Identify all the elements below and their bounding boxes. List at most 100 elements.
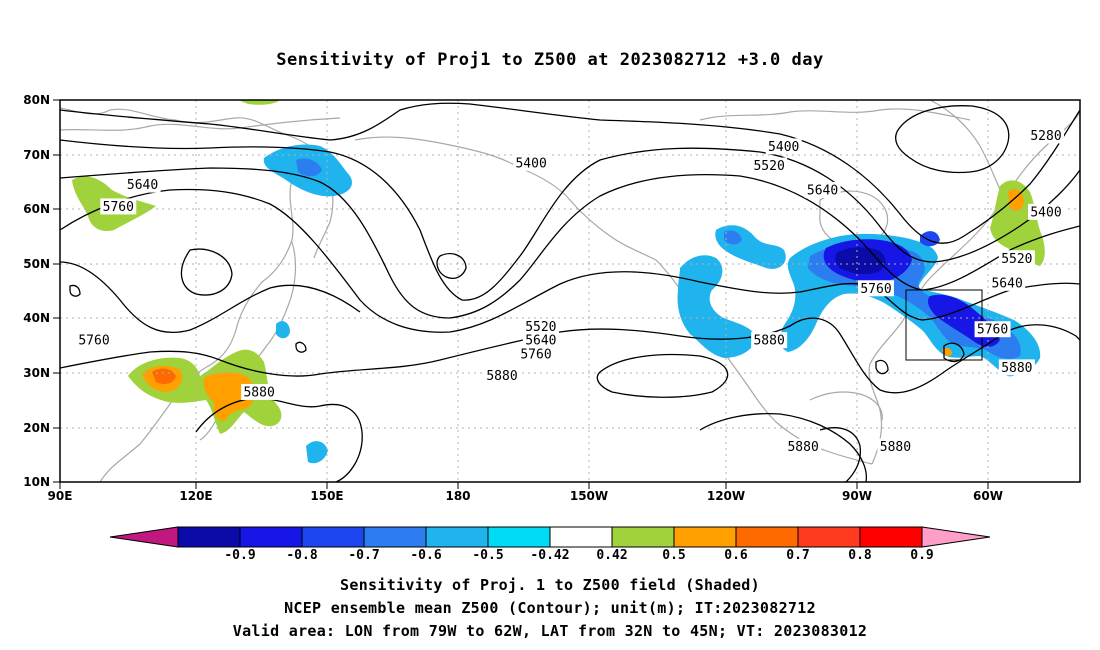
- lon-label: 90E: [48, 489, 73, 503]
- contour-label: 5400: [513, 154, 550, 171]
- contour-5520: [60, 139, 1080, 301]
- colorbar-tick-label: -0.6: [410, 548, 441, 563]
- colorbar-tick-label: -0.5: [472, 548, 503, 563]
- shade-neg-bering-dark: [296, 158, 322, 177]
- colorbar-tick-label: -0.8: [286, 548, 317, 563]
- contour-label: 5520: [998, 250, 1035, 267]
- colorbar-tick-label: -0.42: [530, 548, 569, 563]
- lon-label: 60W: [973, 489, 1003, 503]
- coast-alaska: [354, 136, 657, 261]
- contour-label-text: 5880: [880, 440, 911, 455]
- contour-5880-south-b: [699, 412, 868, 482]
- shade-neg-japan: [276, 321, 290, 339]
- colorbar-swatch: [735, 526, 799, 548]
- contour-label: 5640: [522, 332, 559, 349]
- colorbar-swatch: [797, 526, 861, 548]
- contour-label-bg: [765, 138, 802, 155]
- lat-label: 50N: [23, 257, 50, 271]
- contour-5880-south-c: [819, 427, 862, 482]
- contour-label-text: 5760: [78, 334, 109, 349]
- grid-lines: [60, 100, 1080, 482]
- lat-label: 60N: [23, 202, 50, 216]
- lon-label: 150W: [570, 489, 608, 503]
- contour-label-bg: [513, 154, 550, 171]
- contour-5880-main: [60, 317, 1080, 394]
- contour-label-text: 5520: [525, 320, 556, 335]
- contour-label-text: 5280: [1030, 129, 1061, 144]
- contour-label-text: 5400: [768, 140, 799, 155]
- caption-line-2: NCEP ensemble mean Z500 (Contour); unit(…: [284, 599, 816, 617]
- colorbar-low-end: [109, 526, 179, 548]
- contour-5880-loop-central: [436, 253, 467, 279]
- contour-label: 5520: [522, 318, 559, 335]
- caption-line-1: Sensitivity of Proj. 1 to Z500 field (Sh…: [340, 576, 760, 594]
- contour-label-text: 5760: [977, 323, 1008, 338]
- contour-5880-south-a: [195, 397, 363, 482]
- lat-label: 80N: [23, 93, 50, 107]
- contour-label: 5400: [765, 138, 802, 155]
- lon-label: 120W: [707, 489, 745, 503]
- map-title: Sensitivity of Proj1 to Z500 at 20230827…: [276, 50, 824, 70]
- lon-label: 90W: [842, 489, 872, 503]
- colorbar-tick-label: 0.7: [786, 548, 809, 563]
- contour-label-text: 5640: [807, 184, 838, 199]
- contour-label-bg: [751, 332, 788, 349]
- contour-label-text: 5520: [753, 159, 784, 174]
- contour-label: 5760: [858, 280, 894, 297]
- colorbar-tick-label: 0.5: [662, 548, 685, 563]
- sensitivity-shading: [72, 100, 1045, 464]
- shade-neg-pacific: [306, 441, 328, 464]
- colorbar-swatch: [611, 526, 675, 548]
- contour-5760: [60, 188, 1080, 333]
- lat-label: 40N: [23, 311, 50, 325]
- contour-label-bg: [751, 157, 788, 174]
- colorbar-tick-label: -0.9: [224, 548, 255, 563]
- caption-line-3: Valid area: LON from 79W to 62W, LAT fro…: [232, 622, 868, 640]
- contour-label-bg: [518, 345, 554, 362]
- contour-label-bg: [1028, 203, 1064, 220]
- contour-label-text: 5880: [486, 369, 517, 384]
- contour-label-bg: [989, 274, 1026, 291]
- colorbar-swatch: [549, 526, 613, 548]
- colorbar-tick-label: 0.8: [848, 548, 872, 563]
- colorbar-tick-label: 0.42: [596, 548, 627, 563]
- shade-red-a: [152, 368, 176, 384]
- contour-label: 5640: [124, 176, 161, 193]
- colorbar-tick-label: -0.7: [348, 548, 379, 563]
- contour-label-bg: [522, 332, 559, 349]
- contour-label: 5880: [484, 367, 520, 384]
- colorbar-swatch: [239, 526, 303, 548]
- contour-label-text: 5760: [860, 282, 891, 297]
- contour-5880-small: [875, 359, 889, 375]
- contour-label-text: 5880: [1001, 361, 1032, 376]
- contour-label-bg: [1028, 127, 1064, 144]
- contour-5280: [895, 105, 1010, 174]
- z500-contours: [60, 102, 1080, 482]
- contour-label: 5880: [998, 359, 1035, 376]
- contour-label-bg: [785, 438, 822, 455]
- colorbar-swatch: [859, 526, 923, 548]
- contour-label-text: 5880: [787, 440, 818, 455]
- contour-label-text: 5400: [1030, 205, 1061, 220]
- contour-label: 5400: [1028, 203, 1064, 220]
- contour-label: 5520: [751, 157, 788, 174]
- contour-label-bg: [484, 367, 520, 384]
- contour-label-bg: [522, 318, 559, 335]
- coast-arctic-asia: [60, 117, 341, 131]
- contour-label-text: 5640: [525, 334, 556, 349]
- contour-label-text: 5760: [520, 347, 551, 362]
- contour-label: 5880: [785, 438, 822, 455]
- contour-label-bg: [998, 250, 1035, 267]
- contour-label: 5640: [804, 182, 841, 199]
- contour-label-text: 5400: [515, 156, 546, 171]
- lat-label: 70N: [23, 148, 50, 162]
- contour-label: 5760: [518, 345, 554, 362]
- colorbar-swatch: [301, 526, 365, 548]
- lat-label: 10N: [23, 475, 50, 489]
- contour-label: 5880: [751, 332, 788, 349]
- colorbar-swatch: [177, 526, 241, 548]
- colorbar-swatch: [487, 526, 551, 548]
- contour-label-bg: [76, 332, 112, 349]
